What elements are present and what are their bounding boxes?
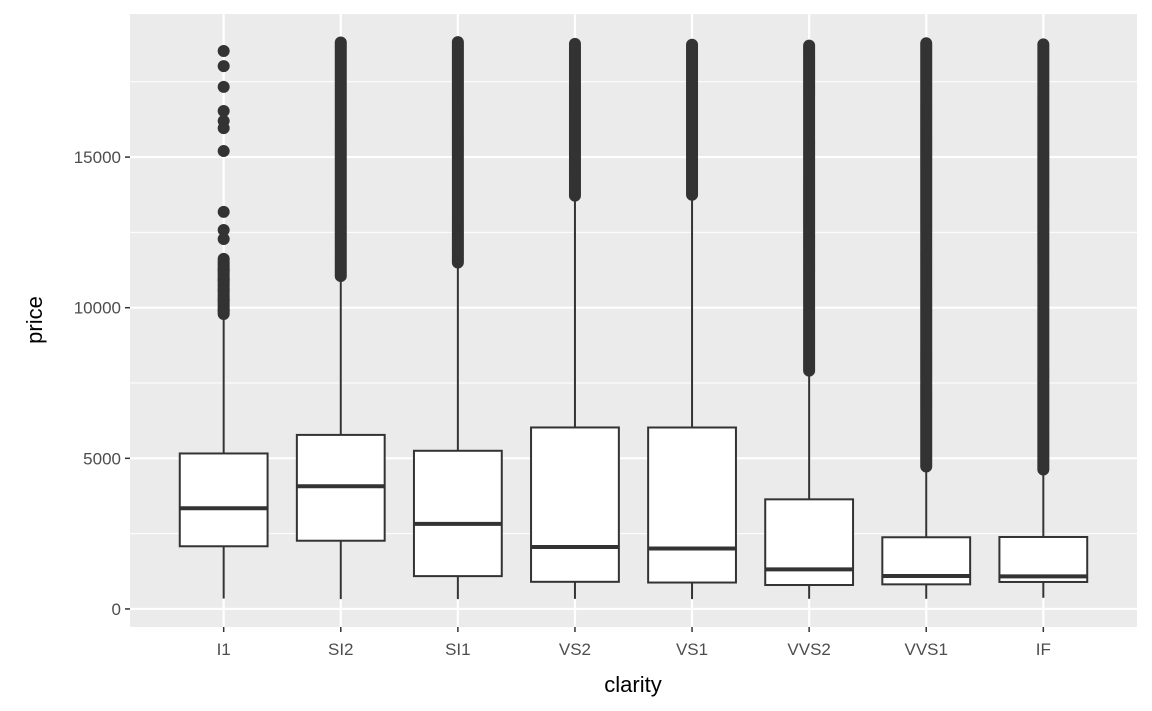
outlier-point bbox=[1037, 38, 1050, 51]
outlier-point bbox=[334, 36, 347, 49]
box-VVS1 bbox=[881, 37, 972, 599]
box-VVS2 bbox=[764, 39, 855, 599]
outlier-point bbox=[217, 104, 230, 117]
y-axis-title: price bbox=[22, 296, 47, 344]
outlier-point bbox=[451, 36, 464, 49]
outlier-point bbox=[217, 223, 230, 236]
y-tick-label: 5000 bbox=[83, 449, 121, 468]
box-VS1 bbox=[647, 38, 737, 600]
box-SI2 bbox=[295, 36, 386, 600]
x-tick-label: SI2 bbox=[328, 640, 354, 659]
box-SI1 bbox=[412, 36, 503, 600]
x-tick-label: IF bbox=[1036, 640, 1051, 659]
outlier-point bbox=[217, 205, 230, 218]
outlier-point bbox=[217, 264, 230, 277]
outlier-point bbox=[568, 37, 581, 50]
x-tick-label: VVS1 bbox=[904, 640, 947, 659]
outlier-point bbox=[217, 283, 230, 296]
outlier-point bbox=[217, 122, 230, 135]
outlier-point bbox=[217, 45, 230, 58]
x-axis-title: clarity bbox=[604, 672, 661, 697]
x-tick-label: SI1 bbox=[445, 640, 471, 659]
outlier-point bbox=[217, 233, 230, 246]
outlier-point bbox=[217, 145, 230, 158]
outlier-point bbox=[686, 38, 699, 51]
box-iqr bbox=[530, 426, 620, 583]
outlier-point bbox=[920, 37, 933, 50]
box-iqr bbox=[178, 452, 269, 548]
box-IF bbox=[998, 38, 1089, 598]
box-iqr bbox=[764, 498, 855, 587]
boxes bbox=[178, 36, 1089, 600]
outlier-point bbox=[217, 294, 230, 307]
plot-panel bbox=[130, 14, 1137, 627]
box-I1 bbox=[178, 45, 269, 599]
y-tick-label: 0 bbox=[112, 600, 121, 619]
box-iqr bbox=[647, 426, 737, 584]
box-VS2 bbox=[530, 37, 620, 599]
box-iqr bbox=[412, 449, 503, 578]
x-tick-label: VS2 bbox=[559, 640, 591, 659]
axes: 0 5000 10000 15000 I1 SI2 SI1 VS2 VS1 VVS2 VVS1 IF bbox=[74, 148, 1051, 659]
outlier-point bbox=[217, 252, 230, 265]
x-tick-label: VS1 bbox=[676, 640, 708, 659]
y-tick-label: 15000 bbox=[74, 148, 121, 167]
outlier-point bbox=[803, 39, 816, 52]
outlier-point bbox=[217, 273, 230, 286]
outlier-point bbox=[217, 60, 230, 73]
x-tick-label: I1 bbox=[217, 640, 231, 659]
x-tick-label: VVS2 bbox=[787, 640, 830, 659]
outlier-point bbox=[217, 304, 230, 317]
y-tick-label: 10000 bbox=[74, 299, 121, 318]
outlier-point bbox=[217, 80, 230, 93]
